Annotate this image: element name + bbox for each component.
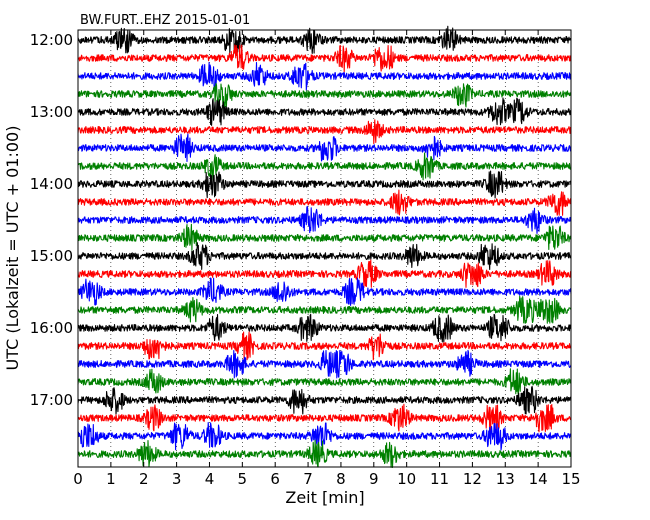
trace-1230: [77, 61, 572, 91]
trace-1345: [77, 152, 572, 181]
y-tick-label: 12:00: [30, 31, 73, 49]
y-tick-label: 15:00: [30, 247, 73, 265]
x-tick-label: 8: [336, 470, 346, 488]
trace-1645: [77, 368, 572, 395]
y-tick-label: 17:00: [30, 391, 73, 409]
y-axis-ticks: 12:00 13:00 14:00 15:00 16:00 17:00: [30, 31, 571, 409]
x-tick-label: 12: [463, 470, 482, 488]
x-tick-label: 14: [529, 470, 548, 488]
trace-1630: [77, 349, 572, 379]
x-tick-label: 11: [430, 470, 449, 488]
trace-rows: [77, 25, 572, 469]
x-tick-label: 2: [139, 470, 149, 488]
trace-1430: [77, 205, 572, 234]
trace-1300: [77, 97, 572, 126]
trace-1545: [77, 295, 572, 324]
trace-1715: [77, 403, 572, 433]
x-tick-label: 5: [238, 470, 248, 488]
trace-1245: [77, 82, 572, 109]
y-tick-label: 16:00: [30, 319, 73, 337]
trace-1530: [77, 277, 572, 306]
x-tick-label: 6: [270, 470, 280, 488]
x-tick-label: 9: [369, 470, 379, 488]
trace-1330: [77, 133, 572, 163]
x-tick-label: 10: [397, 470, 416, 488]
trace-1700: [77, 385, 572, 415]
x-axis-ticks: 0 1 2 3 4 5 6 7 8 9 10 11 12 13 14 15: [73, 30, 581, 488]
trace-1515: [77, 259, 572, 289]
grid-lines: [110, 30, 539, 467]
trace-1730: [77, 422, 572, 451]
trace-1200: [77, 25, 572, 54]
y-tick-label: 13:00: [30, 103, 73, 121]
y-axis-label: UTC (Lokalzeit = UTC + 01:00): [3, 126, 22, 371]
trace-1400: [77, 170, 572, 199]
x-tick-label: 0: [73, 470, 83, 488]
x-tick-label: 7: [303, 470, 313, 488]
trace-1415: [77, 189, 572, 216]
x-tick-label: 15: [561, 470, 580, 488]
trace-1445: [77, 223, 572, 251]
chart-title: BW.FURT..EHZ 2015-01-01: [80, 13, 250, 28]
trace-1600: [77, 313, 572, 343]
x-tick-label: 1: [106, 470, 116, 488]
trace-1745: [77, 439, 572, 469]
x-tick-label: 3: [172, 470, 182, 488]
x-axis-label: Zeit [min]: [285, 488, 364, 507]
trace-1315: [77, 119, 572, 145]
trace-1500: [77, 242, 572, 271]
trace-1615: [77, 331, 572, 361]
x-tick-label: 13: [496, 470, 515, 488]
x-tick-label: 4: [205, 470, 215, 488]
y-tick-label: 14:00: [30, 175, 73, 193]
plot-frame: [77, 29, 572, 468]
trace-1215: [77, 44, 572, 73]
